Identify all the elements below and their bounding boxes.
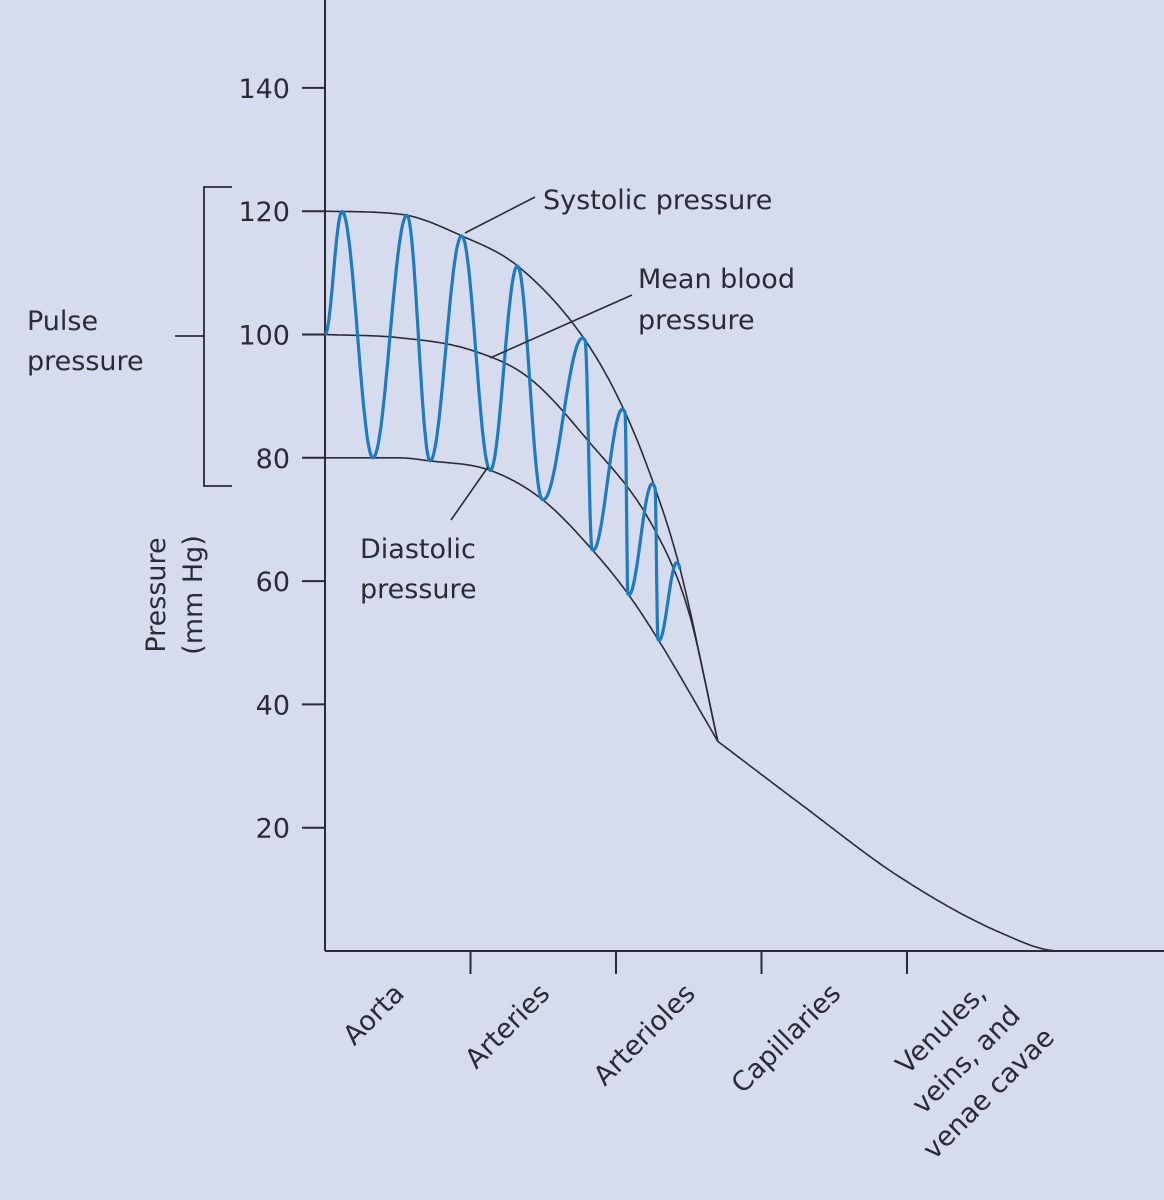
combined-pressure-curve bbox=[717, 740, 1164, 952]
systolic-label: Systolic pressure bbox=[543, 185, 772, 216]
y-tick-label: 100 bbox=[238, 321, 290, 352]
y-tick-label: 60 bbox=[256, 567, 290, 598]
y-tick-label: 40 bbox=[256, 690, 290, 721]
mean-label-line1: Mean blood bbox=[638, 264, 795, 295]
pulse-pressure-label-line2: pressure bbox=[27, 346, 144, 377]
mean-label-line2: pressure bbox=[638, 305, 755, 336]
diastolic-leader-line bbox=[450, 466, 489, 521]
diastolic-pressure-curve bbox=[325, 457, 719, 742]
mean-leader-line bbox=[489, 294, 633, 359]
y-tick-label: 140 bbox=[238, 74, 290, 105]
y-tick-label: 120 bbox=[238, 197, 290, 228]
pulse-wave bbox=[324, 209, 682, 642]
x-category-label: Arteries bbox=[459, 978, 556, 1075]
systolic-pressure-curve bbox=[325, 210, 719, 742]
x-category-label: Arterioles bbox=[588, 978, 702, 1092]
y-tick-label: 20 bbox=[256, 814, 290, 845]
diastolic-label-line2: pressure bbox=[360, 574, 477, 605]
pulse-pressure-label-line1: Pulse bbox=[27, 306, 98, 337]
pulse-pressure-bracket bbox=[175, 186, 232, 487]
diastolic-label-line1: Diastolic bbox=[360, 534, 476, 565]
systolic-leader-line bbox=[464, 196, 536, 234]
y-axis-title-line2: (mm Hg) bbox=[178, 535, 209, 655]
x-category-label: Capillaries bbox=[726, 978, 848, 1100]
x-category-label: Aorta bbox=[337, 978, 410, 1051]
y-axis-title-line1: Pressure bbox=[141, 537, 172, 652]
y-tick-label: 80 bbox=[256, 444, 290, 475]
